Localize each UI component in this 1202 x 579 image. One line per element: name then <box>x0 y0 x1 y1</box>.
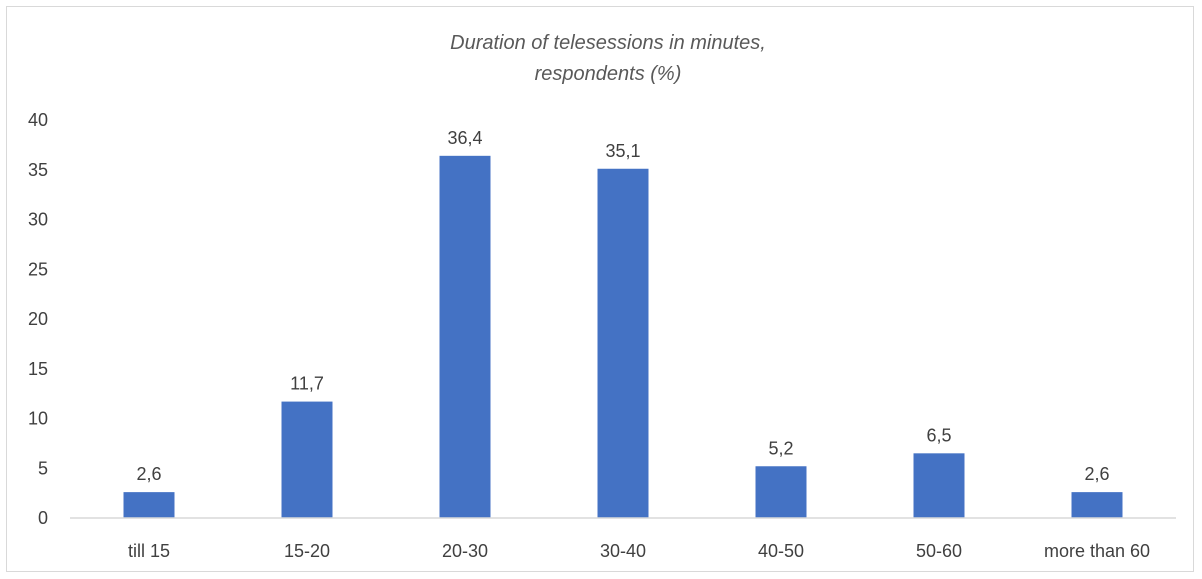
data-label: 11,7 <box>290 374 324 394</box>
y-tick-label: 5 <box>38 458 48 478</box>
data-labels: 2,6 11,7 36,4 35,1 5,2 6,5 2,6 <box>136 128 1109 484</box>
data-label: 2,6 <box>1084 464 1109 484</box>
bar <box>755 466 807 518</box>
x-tick-label: 50-60 <box>916 541 962 561</box>
bar-series <box>123 155 1123 518</box>
y-tick-label: 40 <box>28 110 48 130</box>
y-axis-ticks: 0 5 10 15 20 25 30 35 40 <box>28 110 48 528</box>
bar <box>123 492 175 518</box>
chart-title-line-2: respondents (%) <box>535 63 682 85</box>
bar <box>439 155 491 518</box>
data-label: 5,2 <box>768 438 793 458</box>
data-label: 2,6 <box>136 464 161 484</box>
x-tick-label: 40-50 <box>758 541 804 561</box>
y-tick-label: 15 <box>28 359 48 379</box>
y-tick-label: 35 <box>28 160 48 180</box>
x-tick-label: 15-20 <box>284 541 330 561</box>
x-tick-label: till 15 <box>128 541 170 561</box>
y-tick-label: 10 <box>28 409 48 429</box>
x-tick-label: 30-40 <box>600 541 646 561</box>
bar <box>1071 492 1123 518</box>
data-label: 35,1 <box>605 141 640 161</box>
x-tick-label: more than 60 <box>1044 541 1150 561</box>
x-tick-label: 20-30 <box>442 541 488 561</box>
x-axis-ticks: till 15 15-20 20-30 30-40 40-50 50-60 more tha… <box>128 541 1150 561</box>
chart-title-line-1: Duration of telesessions in minutes, <box>450 32 766 54</box>
bar <box>281 401 333 518</box>
y-tick-label: 25 <box>28 259 48 279</box>
y-tick-label: 20 <box>28 309 48 329</box>
bar <box>597 168 649 518</box>
data-label: 6,5 <box>926 425 951 445</box>
bar <box>913 453 965 518</box>
y-tick-label: 30 <box>28 210 48 230</box>
y-tick-label: 0 <box>38 508 48 528</box>
data-label: 36,4 <box>447 128 482 148</box>
